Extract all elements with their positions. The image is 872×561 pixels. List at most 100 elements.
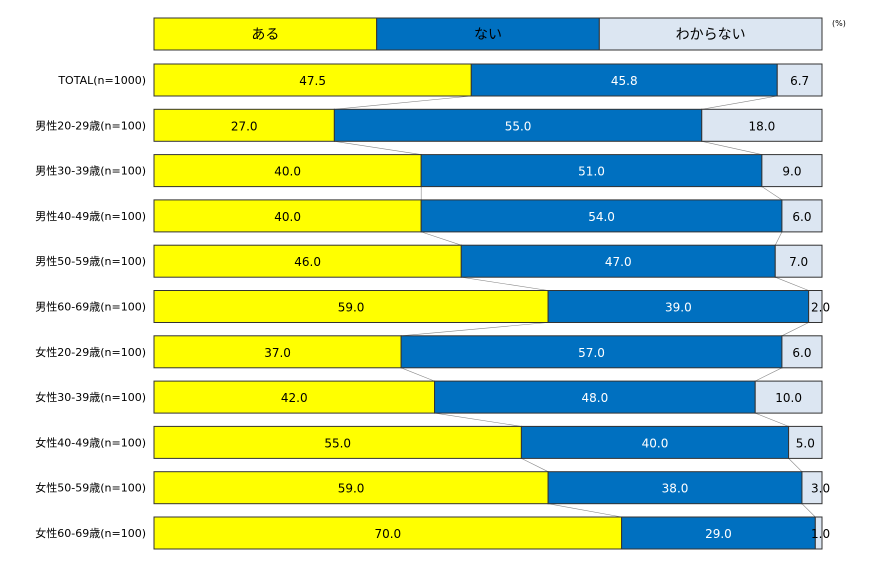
- data-label: 59.0: [338, 482, 365, 496]
- bar-segment: [754, 380, 823, 414]
- category-label: TOTAL(n=1000): [57, 74, 146, 87]
- data-label: 38.0: [662, 482, 689, 496]
- data-label: 6.0: [792, 346, 811, 360]
- connector-line: [701, 95, 778, 110]
- data-label: 3.0: [811, 482, 830, 496]
- bar-segment: [333, 108, 703, 142]
- bar-segment: [788, 425, 823, 459]
- legend-swatch: [376, 17, 600, 51]
- data-label: 2.0: [811, 301, 830, 315]
- bar-segment: [701, 108, 823, 142]
- bar-segment: [547, 290, 810, 323]
- bar-segment: [776, 63, 823, 97]
- bar-segment: [153, 516, 623, 550]
- bar-segment: [774, 244, 823, 278]
- data-label: 42.0: [281, 391, 308, 405]
- bars: 47.5 45.8 6.7 27.0 55.0 18.0 40.0 51.0 9.0 40.0 54…: [153, 63, 830, 550]
- data-label: 10.0: [775, 391, 802, 405]
- category-label: 男性60-69歳(n=100): [35, 300, 146, 314]
- category-label: 女性40-49歳(n=100): [35, 435, 146, 449]
- data-label: 47.0: [605, 255, 632, 269]
- row-labels: TOTAL(n=1000) 男性20-29歳(n=100) 男性30-39歳(n=1…: [35, 74, 146, 540]
- data-label: 48.0: [582, 391, 609, 405]
- bar-segment: [153, 471, 549, 505]
- bar-segment: [420, 154, 763, 188]
- bar-segment: [781, 199, 823, 233]
- legend: ある ない わからない: [153, 17, 823, 51]
- legend-swatch: [153, 17, 378, 51]
- bar-segment: [460, 244, 776, 278]
- bar-segment: [153, 244, 462, 278]
- bar-segment: [153, 425, 522, 459]
- bar-segment: [153, 380, 436, 414]
- bar-segment: [808, 290, 823, 323]
- connector-line: [701, 141, 762, 155]
- legend-entry: わからない: [676, 27, 746, 43]
- data-label: 55.0: [324, 436, 351, 450]
- data-label: 18.0: [749, 119, 776, 133]
- category-label: 女性30-39歳(n=100): [35, 390, 146, 404]
- data-label: 70.0: [374, 527, 401, 541]
- data-label: 46.0: [294, 255, 321, 269]
- bar-segment: [153, 199, 422, 233]
- connector-line: [421, 231, 462, 246]
- data-label: 37.0: [264, 346, 291, 360]
- data-label: 27.0: [231, 119, 258, 133]
- legend-swatch: [598, 17, 823, 51]
- bar-segment: [761, 154, 823, 188]
- legend-entry: ない: [474, 27, 502, 43]
- connector-line: [761, 186, 783, 201]
- connector-line: [801, 503, 816, 518]
- data-label: 51.0: [578, 165, 605, 179]
- category-label: 男性20-29歳(n=100): [35, 118, 146, 132]
- data-label: 45.8: [611, 74, 638, 88]
- data-label: 29.0: [705, 527, 732, 541]
- bar-segment: [801, 471, 823, 505]
- bar-segment: [434, 380, 756, 414]
- category-label: 男性50-59歳(n=100): [35, 254, 146, 268]
- connector-line: [548, 503, 622, 518]
- data-label: 54.0: [588, 210, 615, 224]
- connector-line: [755, 412, 789, 427]
- connector-line: [774, 231, 783, 246]
- connector-line: [461, 276, 549, 291]
- category-label: 女性50-59歳(n=100): [35, 481, 146, 495]
- category-label: 男性30-39歳(n=100): [35, 164, 146, 178]
- unit-label: (%): [832, 19, 846, 28]
- category-label: 女性60-69歳(n=100): [35, 526, 146, 540]
- data-label: 7.0: [789, 255, 808, 269]
- data-label: 9.0: [782, 165, 801, 179]
- connector-line: [755, 367, 783, 382]
- bar-segment: [153, 335, 402, 369]
- bar-segment: [153, 290, 549, 323]
- connector-line: [401, 322, 549, 337]
- connector-line: [434, 412, 522, 427]
- connector-line: [788, 458, 803, 472]
- connector-line: [334, 95, 472, 110]
- connector-line: [401, 367, 435, 382]
- data-label: 1.0: [811, 527, 830, 541]
- data-label: 40.0: [274, 165, 301, 179]
- bar-segment: [153, 154, 422, 188]
- data-label: 5.0: [796, 436, 815, 450]
- bar-segment: [814, 516, 823, 550]
- legend-entry: ある: [251, 27, 279, 43]
- bar-segment: [420, 199, 783, 233]
- data-label: 47.5: [299, 74, 326, 88]
- connector-line: [334, 141, 422, 155]
- data-label: 39.0: [665, 301, 692, 315]
- connector-line: [521, 458, 549, 472]
- data-label: 6.7: [790, 74, 809, 88]
- data-label: 55.0: [505, 119, 532, 133]
- connector-line: [775, 276, 809, 291]
- bar-segment: [400, 335, 783, 369]
- bar-segment: [781, 335, 823, 369]
- data-label: 6.0: [792, 210, 811, 224]
- data-label: 40.0: [274, 210, 301, 224]
- data-label: 57.0: [578, 346, 605, 360]
- data-label: 59.0: [338, 301, 365, 315]
- category-label: 女性20-29歳(n=100): [35, 345, 146, 359]
- connector-line: [781, 322, 809, 337]
- category-label: 男性40-49歳(n=100): [35, 209, 146, 223]
